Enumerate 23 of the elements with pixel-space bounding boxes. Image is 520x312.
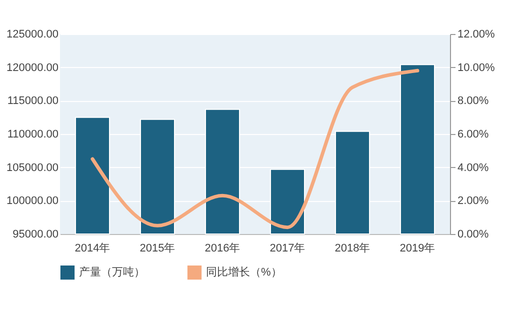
- y2-tick-label: 12.00%: [458, 28, 496, 40]
- y-tick-label: 120000.00: [6, 62, 58, 74]
- legend-label: 同比增长（%）: [206, 266, 282, 279]
- y2-tick-label: 2.00%: [458, 195, 489, 208]
- y2-tick-label: 0.00%: [458, 228, 489, 240]
- x-tick-label: 2014年: [74, 242, 110, 254]
- x-tick-label: 2017年: [270, 242, 306, 254]
- y-tick-label: 110000.00: [7, 128, 58, 140]
- y-tick-label: 105000.00: [6, 162, 58, 174]
- x-tick-label: 2015年: [140, 242, 176, 254]
- x-tick-label: 2016年: [204, 242, 240, 254]
- y2-tick-label: 8.00%: [458, 95, 489, 108]
- y2-tick-label: 4.00%: [458, 162, 489, 174]
- y-tick-label: 125000.00: [6, 28, 58, 40]
- y2-tick-label: 10.00%: [458, 62, 496, 74]
- x-tick-label: 2018年: [334, 242, 370, 254]
- legend-label: 产量（万吨）: [79, 266, 145, 279]
- y-tick-label: 95000.00: [12, 228, 58, 240]
- x-tick-label: 2019年: [400, 242, 436, 254]
- y-tick-label: 115000.00: [7, 95, 58, 108]
- y-tick-label: 100000.00: [6, 195, 58, 208]
- line-series: [90, 68, 420, 230]
- y2-tick-label: 6.00%: [458, 128, 489, 140]
